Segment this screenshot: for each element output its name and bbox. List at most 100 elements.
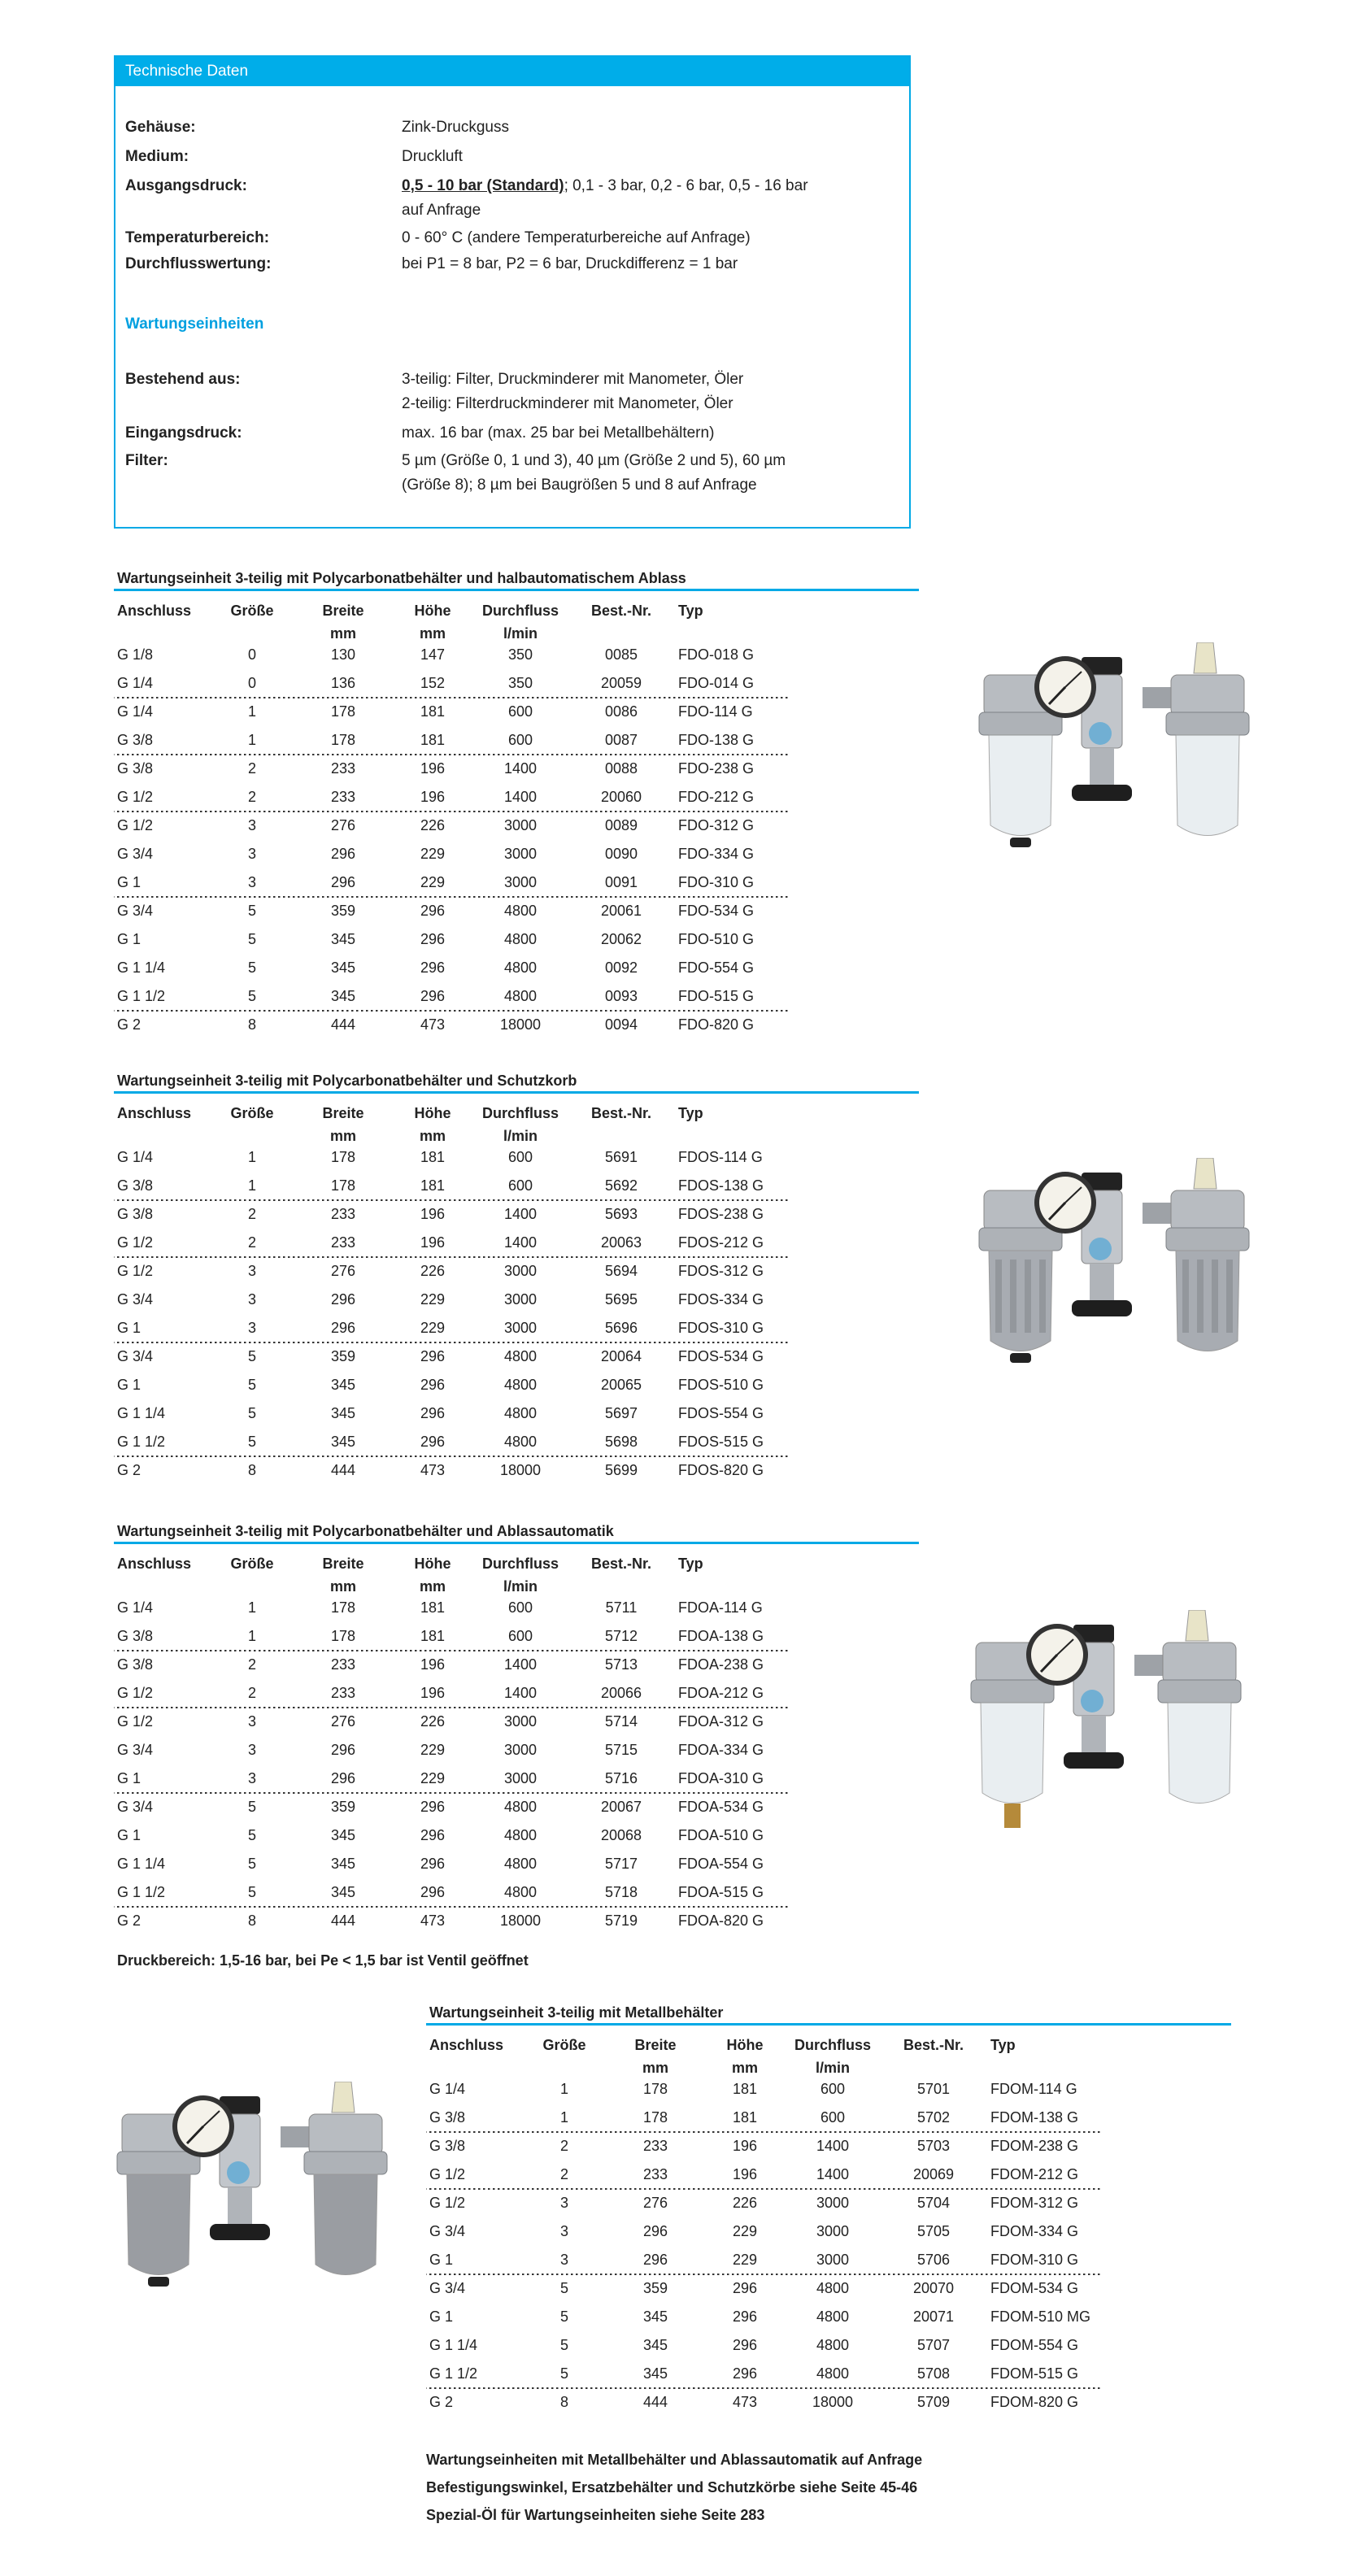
table-cell: 296 — [732, 2308, 758, 2325]
table-cell: G 1 1/4 — [429, 2337, 478, 2353]
lubricator-bowl — [1175, 734, 1240, 836]
table-cell: 226 — [420, 1263, 446, 1279]
table-cell: 5703 — [916, 2138, 951, 2154]
table-cell: 350 — [507, 675, 533, 691]
table-cell: 233 — [330, 1656, 356, 1673]
table-cell: 345 — [330, 1434, 356, 1450]
table-row: G 2 8 444 473 18000 5699 FDOS-820 G — [114, 1457, 789, 1486]
table-cell: G 3/4 — [117, 846, 154, 862]
table-cell: 20064 — [600, 1348, 642, 1364]
table-cell: 345 — [330, 1377, 356, 1393]
table-title: Wartungseinheit 3-teilig mit Polycarbona… — [117, 570, 686, 586]
maintenance-unit-illustration — [970, 1609, 1242, 1828]
table-cell: FDOS-138 G — [678, 1177, 764, 1194]
table-row: G 1/2 3 276 226 3000 5714 FDOA-312 G — [114, 1708, 789, 1737]
filter-ring — [978, 1227, 1063, 1251]
column-header: Typ — [990, 2037, 1016, 2053]
table-cell: 5699 — [604, 1462, 638, 1478]
table-cell: 345 — [330, 1405, 356, 1421]
table-cell: FDOA-310 G — [678, 1770, 764, 1786]
table-row: G 1/8 0 130 147 350 0085 FDO-018 G — [114, 642, 789, 670]
table-row: G 1 1/2 5 345 296 4800 5718 FDOA-515 G — [114, 1879, 789, 1908]
table-cell: FDOA-238 G — [678, 1656, 764, 1673]
table-cell: 5 — [247, 959, 256, 976]
table-cell: 233 — [330, 1234, 356, 1251]
table-cell: 196 — [420, 789, 446, 805]
table-cell: 345 — [330, 988, 356, 1004]
table-cell: 3000 — [503, 846, 538, 862]
table-cell: G 1 1/2 — [117, 1884, 166, 1900]
table-cell: G 1 — [117, 1827, 141, 1843]
table-cell: 226 — [420, 817, 446, 833]
filter-bowl — [988, 1250, 1053, 1351]
table-cell: G 1/2 — [117, 1713, 154, 1730]
table-cell: 5 — [247, 1348, 256, 1364]
column-header: Durchfluss l/min — [481, 1556, 559, 1595]
table-cell: 3000 — [503, 1742, 538, 1758]
table-cell: 5 — [559, 2365, 568, 2382]
table-cell: 444 — [330, 1016, 356, 1033]
table-row: G 1 3 296 229 3000 5716 FDOA-310 G — [114, 1765, 789, 1794]
table-cell: FDOM-820 G — [990, 2394, 1079, 2410]
table-cell: G 3/4 — [117, 1291, 154, 1308]
table-cell: 5 — [559, 2337, 568, 2353]
table-cell: 2 — [247, 1685, 256, 1701]
table-cell: 5 — [247, 1434, 256, 1450]
pressure-gauge-icon — [1034, 656, 1096, 718]
product-image — [968, 1157, 1260, 1390]
table-cell: 181 — [420, 1628, 446, 1644]
table-row: G 1/4 1 178 181 600 5701 FDOM-114 G — [426, 2076, 1101, 2104]
table-cell: 178 — [330, 1599, 356, 1616]
table-row: G 1/4 1 178 181 600 5691 FDOS-114 G — [114, 1144, 789, 1173]
table-cell: 600 — [507, 1599, 533, 1616]
table-cell: 5705 — [916, 2223, 951, 2239]
table-cell: 296 — [420, 1434, 446, 1450]
table-row: G 1/2 2 233 196 1400 20063 FDOS-212 G — [114, 1229, 789, 1258]
table-row: G 1/2 2 233 196 1400 20069 FDOM-212 G — [426, 2161, 1101, 2190]
column-header: Best.-Nr. — [590, 603, 652, 619]
table-cell: G 2 — [117, 1016, 141, 1033]
table-cell: G 1/2 — [117, 1263, 154, 1279]
lubricator-unit — [1157, 1642, 1242, 1804]
table-cell: 181 — [732, 2081, 758, 2097]
table-cell: 0091 — [604, 874, 638, 890]
column-header: Durchfluss l/min — [481, 1105, 559, 1144]
oil-sight-dome — [1193, 1157, 1217, 1190]
table-cell: 178 — [642, 2109, 668, 2126]
table-header: Anschluss Größe Breite mm Höhe mm Durchfluss l/… — [114, 591, 919, 642]
table-cell: 600 — [507, 1177, 533, 1194]
table-cell: 600 — [507, 1149, 533, 1165]
table-cell: 5 — [247, 903, 256, 919]
table-cell: 3000 — [503, 1291, 538, 1308]
product-image — [968, 642, 1260, 874]
table-cell: 3 — [247, 1263, 256, 1279]
table-cell: 20063 — [600, 1234, 642, 1251]
table-cell: 359 — [330, 903, 356, 919]
table-cell: 1 — [559, 2081, 568, 2097]
table-row: G 1/2 3 276 226 3000 5694 FDOS-312 G — [114, 1258, 789, 1286]
lubricator-ring — [303, 2151, 388, 2175]
table-row: G 1/2 3 276 226 3000 5704 FDOM-312 G — [426, 2190, 1101, 2218]
table-cell: 345 — [642, 2365, 668, 2382]
table-cell: 0087 — [604, 732, 638, 748]
table-cell: 181 — [420, 1177, 446, 1194]
table-cell: 0 — [247, 646, 256, 663]
table-cell: G 1 1/4 — [117, 1856, 166, 1872]
table-cell: 5694 — [604, 1263, 638, 1279]
table-cell: G 1 — [117, 931, 141, 947]
table-cell: 345 — [330, 1884, 356, 1900]
table-cell: 20061 — [600, 903, 642, 919]
table-cell: 4800 — [503, 1348, 538, 1364]
table-cell: 5695 — [604, 1291, 638, 1308]
table-cell: FDOM-334 G — [990, 2223, 1079, 2239]
table-cell: 152 — [420, 675, 446, 691]
title-underline — [114, 1091, 919, 1094]
table-cell: G 1 1/4 — [117, 1405, 166, 1421]
table-cell: 3 — [247, 1291, 256, 1308]
lubricator-ring — [1157, 1679, 1242, 1704]
table-cell: FDOM-510 MG — [990, 2308, 1091, 2325]
table-cell: FDO-018 G — [678, 646, 755, 663]
table-cell: 229 — [420, 1770, 446, 1786]
table-cell: 181 — [420, 1599, 446, 1616]
product-table-metal: Wartungseinheit 3-teilig mit Metallbehäl… — [426, 2004, 1231, 2417]
